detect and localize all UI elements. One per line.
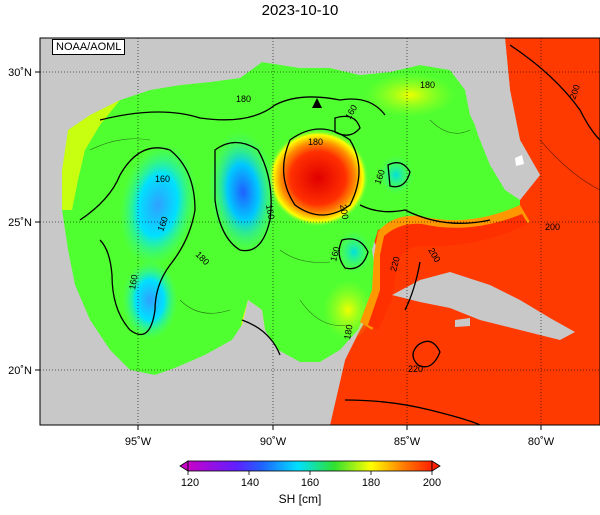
contour-label: 160 (264, 204, 276, 221)
colorbar-unit-label: SH [cm] (278, 492, 322, 506)
contour-label: 220 (388, 255, 402, 272)
triangle-marker (312, 98, 322, 108)
colorbar: 120 140 160 180 200 (179, 460, 441, 489)
contour-label: 200 (338, 204, 350, 221)
cold-eddy-central (208, 130, 278, 254)
contour-label: 200 (545, 222, 560, 232)
isle-of-youth (455, 318, 470, 327)
northern-gulf-coast (40, 38, 505, 140)
contour-label: 160 (155, 174, 170, 184)
colorbar-tick: 180 (362, 477, 380, 489)
contour-label: 180 (342, 324, 354, 341)
agency-label: NOAA/AOML (52, 39, 126, 55)
x-tick-label: 80˚W (528, 436, 555, 448)
colorbar-tick: 200 (423, 477, 441, 489)
x-tick-label: 95˚W (125, 436, 152, 448)
colorbar-tick: 120 (181, 477, 199, 489)
contour-label: 220 (408, 364, 423, 374)
y-tick-label: 20˚N (8, 365, 32, 377)
shelf-band-west (62, 100, 120, 210)
contour-label: 180 (236, 94, 251, 104)
contour-label: 160 (155, 215, 170, 233)
contour-label: 160 (372, 168, 387, 186)
map-title: 2023-10-10 (261, 2, 339, 19)
cold-eddy-west-south (122, 260, 178, 340)
cold-eddy-west (119, 143, 197, 267)
x-tick-label: 85˚W (394, 436, 421, 448)
x-tick-label: 90˚W (260, 436, 287, 448)
cuba (392, 272, 575, 340)
yellow-warm-north (365, 73, 455, 117)
loop-current-core (368, 214, 528, 330)
contour-label: 160 (328, 245, 342, 262)
colorbar-tick: 160 (301, 477, 319, 489)
y-tick-label: 25˚N (8, 217, 32, 229)
map-frame (39, 37, 600, 426)
colorbar-tick: 140 (241, 477, 259, 489)
y-tick-label: 30˚N (8, 67, 32, 79)
contour-label: 180 (420, 80, 435, 90)
cold-eddy-small (336, 230, 372, 274)
contour-label: 160 (127, 274, 139, 291)
lake-okeechobee (515, 155, 524, 166)
contour-label: 200 (567, 83, 582, 101)
contour-label: 180 (308, 137, 323, 147)
